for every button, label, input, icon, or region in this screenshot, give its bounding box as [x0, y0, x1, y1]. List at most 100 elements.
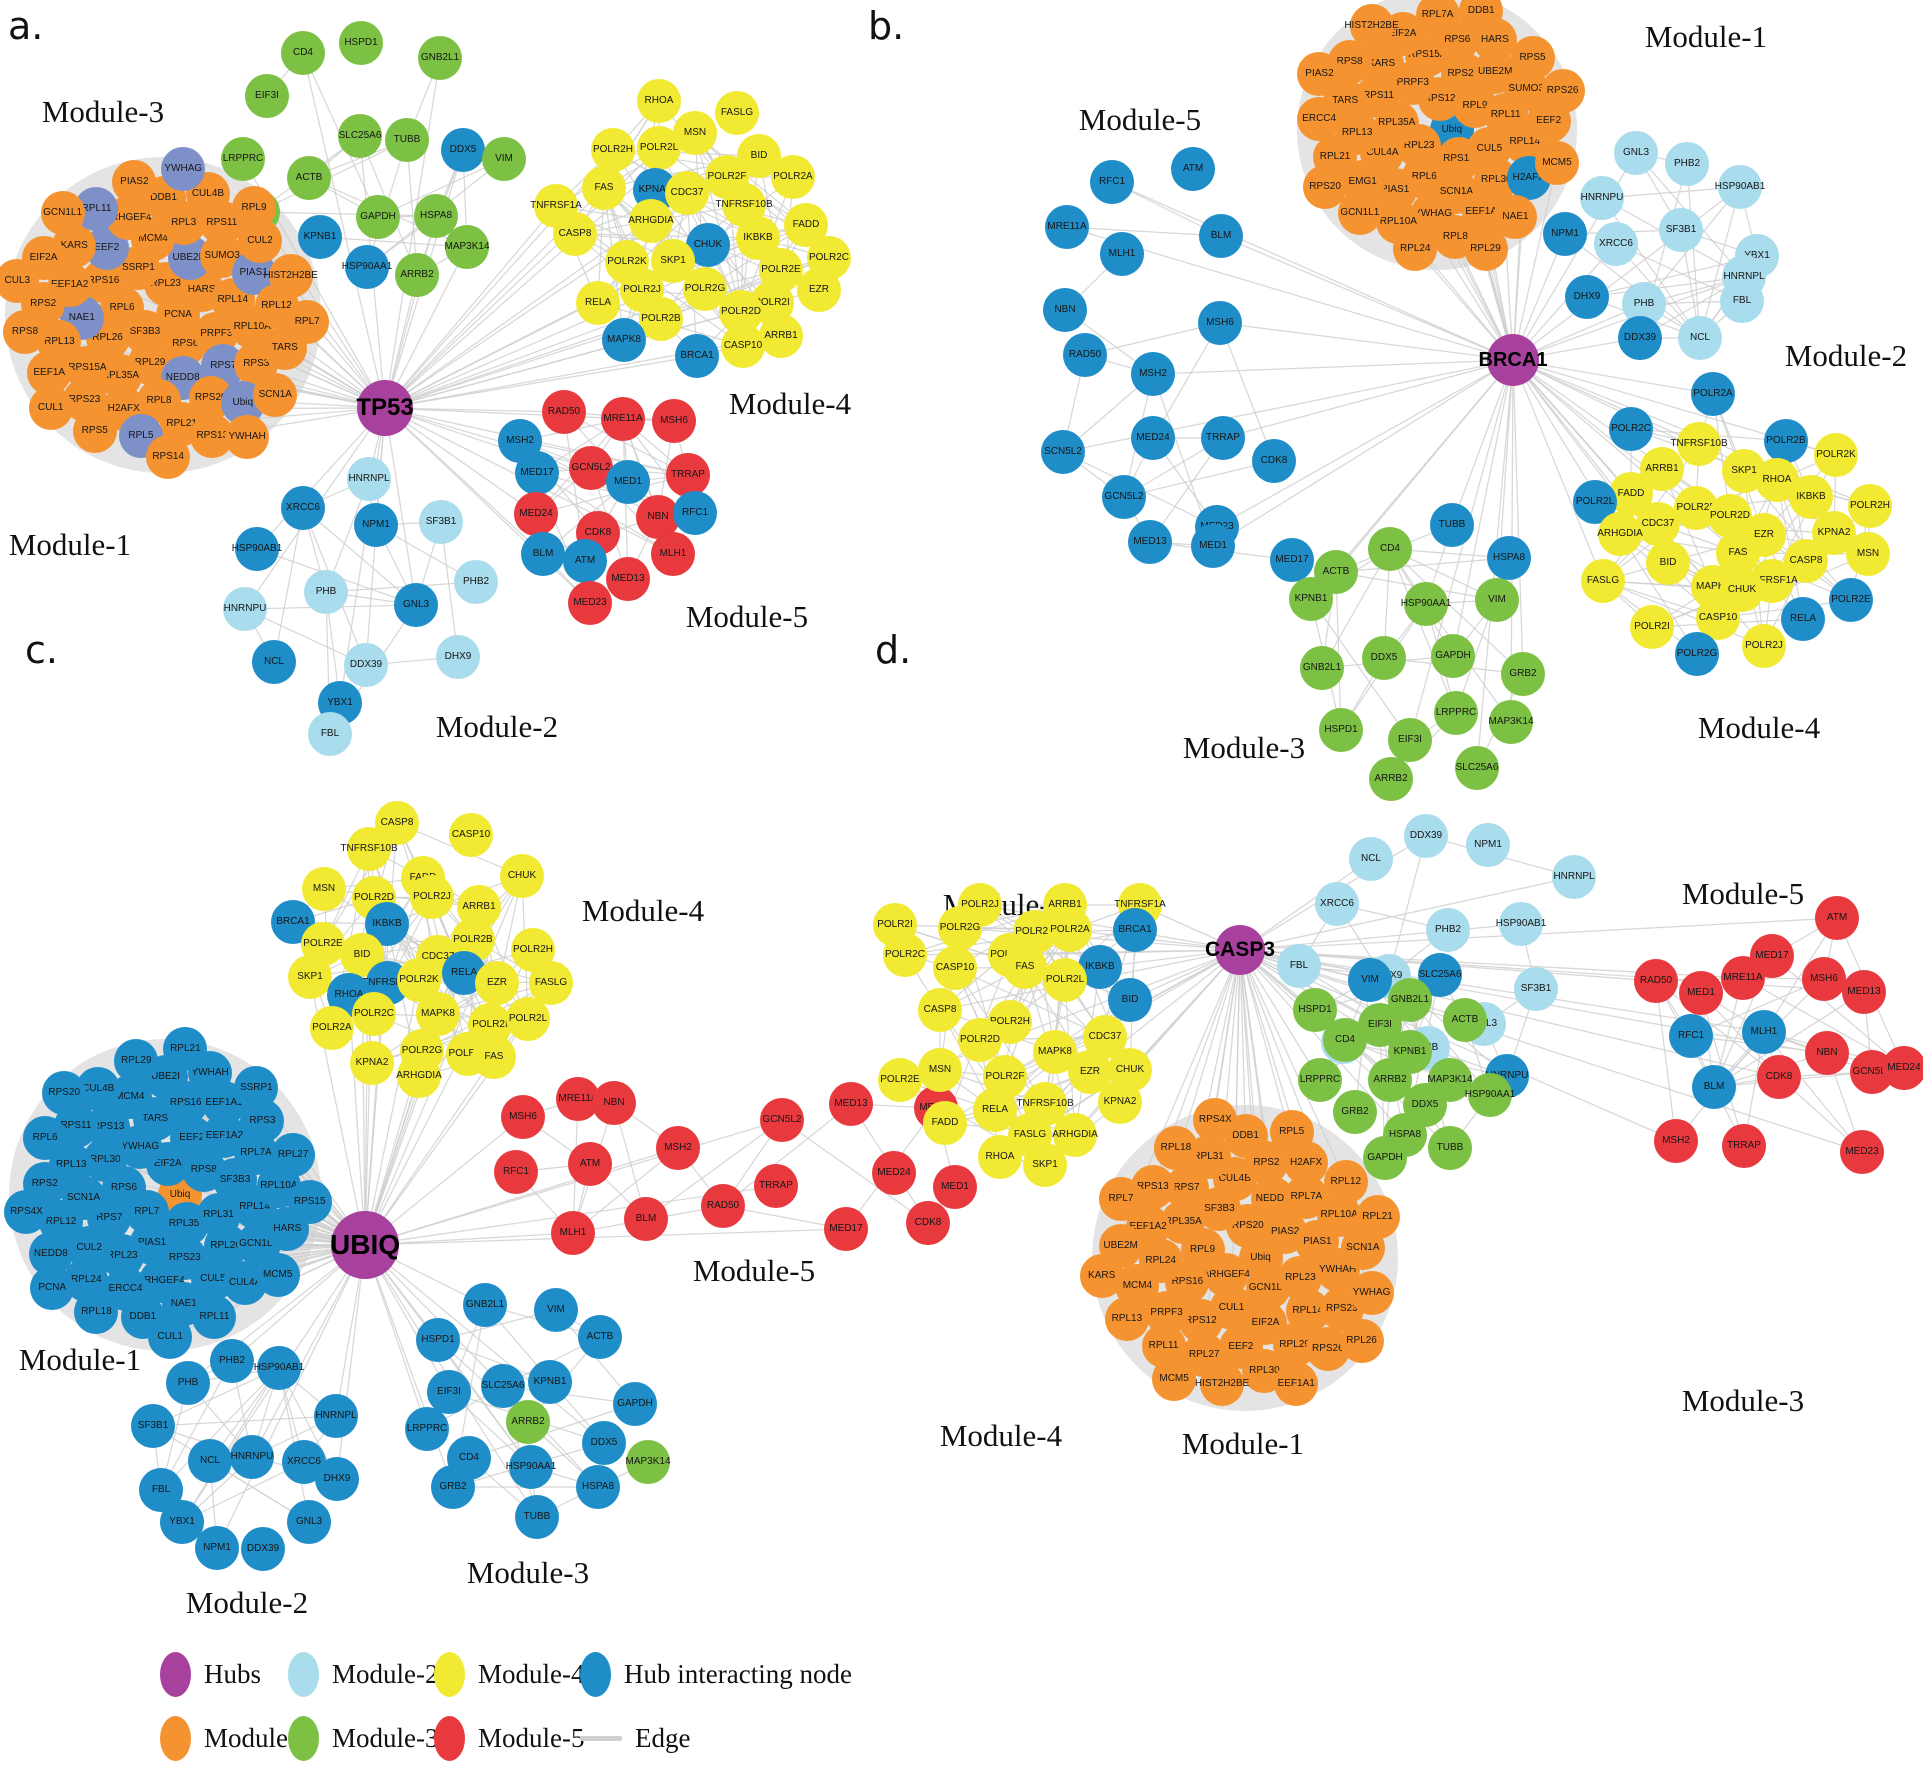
node-ncl[interactable]: NCL [188, 1439, 232, 1483]
node-hnrnpu[interactable]: HNRNPU [230, 1435, 274, 1479]
node-polr2h[interactable]: POLR2H [1848, 484, 1892, 528]
node-hist2h2be[interactable]: HIST2H2BE [1344, 3, 1399, 48]
node-polr2e[interactable]: POLR2E [1829, 578, 1873, 622]
node-chuk[interactable]: CHUK [1720, 568, 1764, 612]
node-rad50[interactable]: RAD50 [1063, 333, 1107, 377]
node-hist2h2be[interactable]: HIST2H2BE [1195, 1362, 1249, 1407]
hub-node-brca1[interactable]: BRCA1 [1479, 334, 1547, 386]
node-med13[interactable]: MED13 [1128, 520, 1172, 564]
node-polr2a[interactable]: POLR2A [1691, 372, 1735, 416]
node-rpl6[interactable]: RPL6 [23, 1116, 68, 1161]
node-kpnb1[interactable]: KPNB1 [1289, 577, 1333, 621]
node-rpl12[interactable]: RPL12 [1323, 1159, 1368, 1204]
node-slc25a6[interactable]: SLC25A6 [338, 114, 382, 158]
node-med1[interactable]: MED1 [1679, 971, 1723, 1015]
node-kpnb1[interactable]: KPNB1 [298, 215, 342, 259]
node-msn[interactable]: MSN [1846, 532, 1890, 576]
node-msh2[interactable]: MSH2 [1131, 352, 1175, 396]
node-hspa8[interactable]: HSPA8 [1487, 536, 1531, 580]
node-rad50[interactable]: RAD50 [542, 390, 586, 434]
node-arrb2[interactable]: ARRB2 [1369, 757, 1413, 801]
node-phb[interactable]: PHB [166, 1361, 210, 1405]
node-msh2[interactable]: MSH2 [1654, 1119, 1698, 1163]
node-med1[interactable]: MED1 [933, 1165, 977, 1209]
node-npm1[interactable]: NPM1 [1543, 212, 1587, 256]
node-hsp90ab1[interactable]: HSP90AB1 [232, 527, 282, 571]
node-rhoa[interactable]: RHOA [637, 79, 681, 123]
node-casp10[interactable]: CASP10 [721, 324, 765, 368]
node-gapdh[interactable]: GAPDH [1363, 1136, 1407, 1180]
node-rfc1[interactable]: RFC1 [1669, 1014, 1713, 1058]
node-pias2[interactable]: PIAS2 [112, 159, 157, 204]
node-casp8[interactable]: CASP8 [553, 212, 597, 256]
node-rpl7a[interactable]: RPL7A [1415, 0, 1460, 37]
node-ddx39[interactable]: DDX39 [1404, 814, 1448, 858]
node-grb2[interactable]: GRB2 [431, 1465, 475, 1509]
node-ddx39[interactable]: DDX39 [1618, 316, 1662, 360]
node-gapdh[interactable]: GAPDH [1431, 634, 1475, 678]
node-rpl21[interactable]: RPL21 [163, 1026, 208, 1071]
node-rps5[interactable]: RPS5 [1510, 35, 1555, 80]
node-mapk8[interactable]: MAPK8 [416, 992, 460, 1036]
node-polr2a[interactable]: POLR2A [1048, 908, 1092, 952]
hub-node-ubiq[interactable]: UBIQ [330, 1211, 400, 1279]
node-pcna[interactable]: PCNA [30, 1266, 75, 1311]
node-polr2k[interactable]: POLR2K [1814, 433, 1858, 477]
node-cdc37[interactable]: CDC37 [1636, 502, 1680, 546]
node-msh6[interactable]: MSH6 [652, 399, 696, 443]
node-mlh1[interactable]: MLH1 [1742, 1010, 1786, 1054]
node-mre11a[interactable]: MRE11A [1721, 956, 1765, 1000]
node-polr2i[interactable]: POLR2I [1630, 605, 1674, 649]
node-cdk8[interactable]: CDK8 [1757, 1055, 1801, 1099]
node-chuk[interactable]: CHUK [500, 854, 544, 898]
node-ddx5[interactable]: DDX5 [441, 128, 485, 172]
node-rpl18[interactable]: RPL18 [1153, 1126, 1198, 1171]
node-hnrnpl[interactable]: HNRNPL [314, 1394, 358, 1438]
node-rps4x[interactable]: RPS4X [4, 1190, 49, 1235]
node-arrb1[interactable]: ARRB1 [759, 314, 803, 358]
node-faslg[interactable]: FASLG [1581, 559, 1625, 603]
node-fas[interactable]: FAS [1003, 945, 1047, 989]
node-kpna2[interactable]: KPNA2 [350, 1041, 394, 1085]
node-gnl3[interactable]: GNL3 [1614, 131, 1658, 175]
node-atm[interactable]: ATM [568, 1142, 612, 1186]
node-arhgdia[interactable]: ARHGDIA [396, 1054, 442, 1098]
node-rpl26[interactable]: RPL26 [1339, 1318, 1384, 1363]
node-rps4x[interactable]: RPS4X [1193, 1097, 1238, 1142]
node-ezr[interactable]: EZR [797, 268, 841, 312]
node-eif3i[interactable]: EIF3I [427, 1370, 471, 1414]
node-rpl5[interactable]: RPL5 [1269, 1110, 1314, 1155]
node-cd4[interactable]: CD4 [1323, 1018, 1367, 1062]
node-med23[interactable]: MED23 [1840, 1130, 1884, 1174]
node-hist2h2be[interactable]: HIST2H2BE [263, 253, 318, 298]
node-trrap[interactable]: TRRAP [666, 453, 710, 497]
node-phb2[interactable]: PHB2 [1665, 142, 1709, 186]
node-bid[interactable]: BID [1646, 541, 1690, 585]
node-trrap[interactable]: TRRAP [1201, 416, 1245, 460]
node-med24[interactable]: MED24 [872, 1151, 916, 1195]
node-polr2j[interactable]: POLR2J [410, 875, 454, 919]
node-fas[interactable]: FAS [472, 1035, 516, 1079]
node-casp10[interactable]: CASP10 [933, 946, 977, 990]
node-grb2[interactable]: GRB2 [1333, 1090, 1377, 1134]
node-kars[interactable]: KARS [1079, 1253, 1124, 1298]
node-rps20[interactable]: RPS20 [42, 1070, 87, 1115]
node-med24[interactable]: MED24 [1131, 416, 1175, 460]
node-slc25a6[interactable]: SLC25A6 [481, 1364, 525, 1408]
node-atm[interactable]: ATM [1171, 147, 1215, 191]
node-med23[interactable]: MED23 [568, 581, 612, 625]
node-polr2a[interactable]: POLR2A [771, 155, 815, 199]
node-hspd1[interactable]: HSPD1 [1319, 708, 1363, 752]
node-ywhag[interactable]: YWHAG [161, 147, 206, 192]
node-blm[interactable]: BLM [1692, 1065, 1736, 1109]
node-rpl11[interactable]: RPL11 [192, 1294, 237, 1339]
node-actb[interactable]: ACTB [1443, 998, 1487, 1042]
node-sf3b1[interactable]: SF3B1 [131, 1404, 175, 1448]
node-hsp90ab1[interactable]: HSP90AB1 [254, 1346, 304, 1390]
node-vim[interactable]: VIM [1475, 578, 1519, 622]
node-faslg[interactable]: FASLG [529, 961, 573, 1005]
node-phb2[interactable]: PHB2 [1426, 908, 1470, 952]
node-med13[interactable]: MED13 [1842, 970, 1886, 1014]
node-mre11a[interactable]: MRE11A [601, 397, 645, 441]
node-dhx9[interactable]: DHX9 [1565, 275, 1609, 319]
